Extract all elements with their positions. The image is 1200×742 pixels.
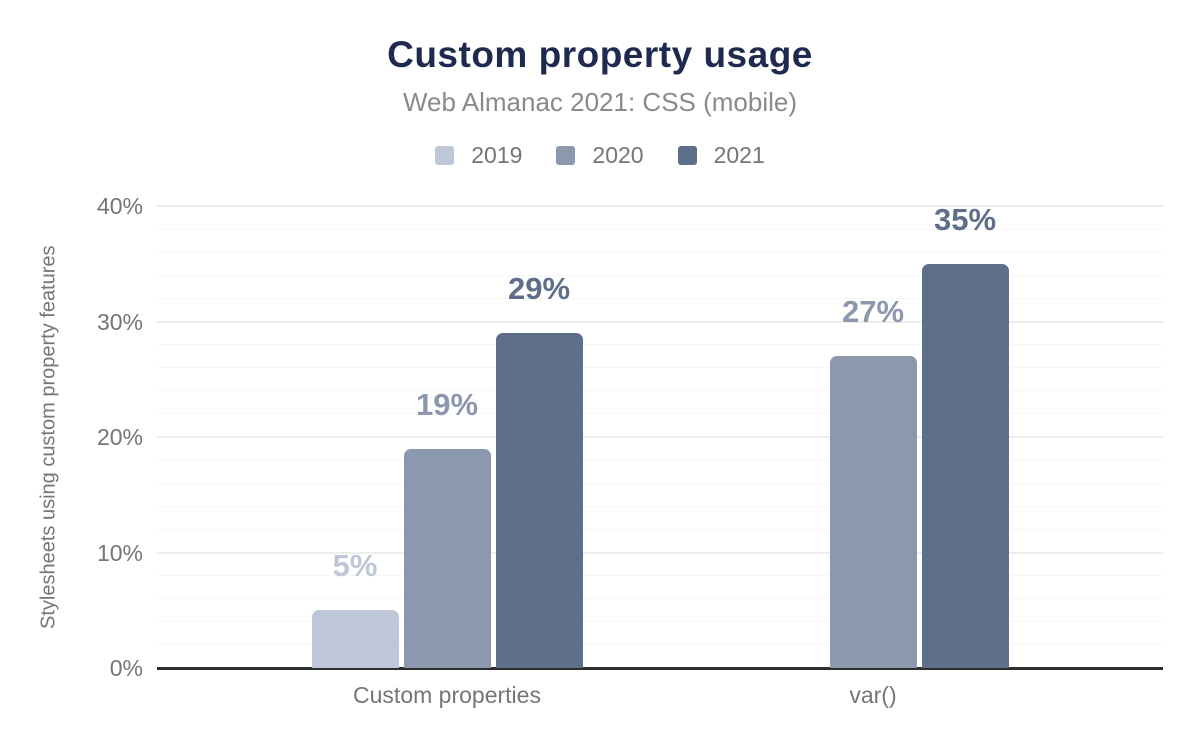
minor-gridline [157, 621, 1163, 623]
legend-swatch-2020 [556, 146, 576, 165]
bar-2020-custom-properties [403, 448, 491, 668]
minor-gridline [157, 459, 1163, 461]
value-label-2020-custom-properties: 19% [415, 386, 479, 422]
legend-label-2020: 2020 [592, 142, 644, 168]
y-tick-label: 40% [96, 193, 143, 219]
legend-swatch-2021 [677, 146, 697, 165]
legend-swatch-2019 [435, 146, 455, 165]
minor-gridline [157, 505, 1163, 507]
minor-gridline [157, 274, 1163, 276]
value-label-2019-custom-properties: 5% [332, 548, 378, 584]
bar-2021-var-- [921, 263, 1009, 668]
minor-gridline [157, 598, 1163, 600]
legend: 2019 2020 2021 [0, 142, 1200, 169]
value-label-2021-var--: 35% [933, 201, 997, 237]
x-axis-line [157, 667, 1163, 670]
legend-item-2020: 2020 [556, 142, 644, 169]
plot-area: 0% 10% 20% 30% 40% 5% 19% 29% Custom properties 2… [97, 193, 1163, 708]
minor-gridline [157, 251, 1163, 253]
minor-gridline [157, 528, 1163, 530]
y-tick-label: 30% [96, 308, 143, 335]
minor-gridline [157, 297, 1163, 299]
minor-gridline [157, 575, 1163, 577]
minor-gridline [157, 413, 1163, 415]
value-label-2020-var--: 27% [841, 294, 905, 330]
y-tick-label: 10% [96, 539, 143, 566]
category-label-custom-properties: Custom properties [353, 682, 541, 708]
legend-item-2021: 2021 [677, 142, 765, 169]
chart-title: Custom property usage [387, 34, 813, 75]
chart-subtitle: Web Almanac 2021: CSS (mobile) [402, 87, 798, 117]
y-tick-label: 20% [96, 424, 143, 450]
minor-gridline [157, 367, 1163, 369]
y-tick-label: 0% [109, 655, 143, 681]
legend-item-2019: 2019 [435, 142, 522, 169]
minor-gridline [157, 390, 1163, 392]
major-gridline [157, 320, 1163, 323]
minor-gridline [157, 228, 1163, 230]
major-gridline [157, 436, 1163, 438]
minor-gridline [157, 482, 1163, 484]
legend-label-2021: 2021 [713, 142, 765, 168]
major-gridline [157, 551, 1163, 554]
legend-label-2019: 2019 [471, 142, 523, 168]
category-label-var--: var() [849, 682, 897, 708]
value-label-2021-custom-properties: 29% [507, 271, 571, 307]
minor-gridline [157, 644, 1163, 646]
major-gridline [157, 205, 1163, 207]
bar-2019-custom-properties [311, 610, 399, 668]
minor-gridline [157, 344, 1163, 346]
bar-2021-custom-properties [495, 333, 583, 668]
bar-2020-var-- [829, 356, 917, 668]
